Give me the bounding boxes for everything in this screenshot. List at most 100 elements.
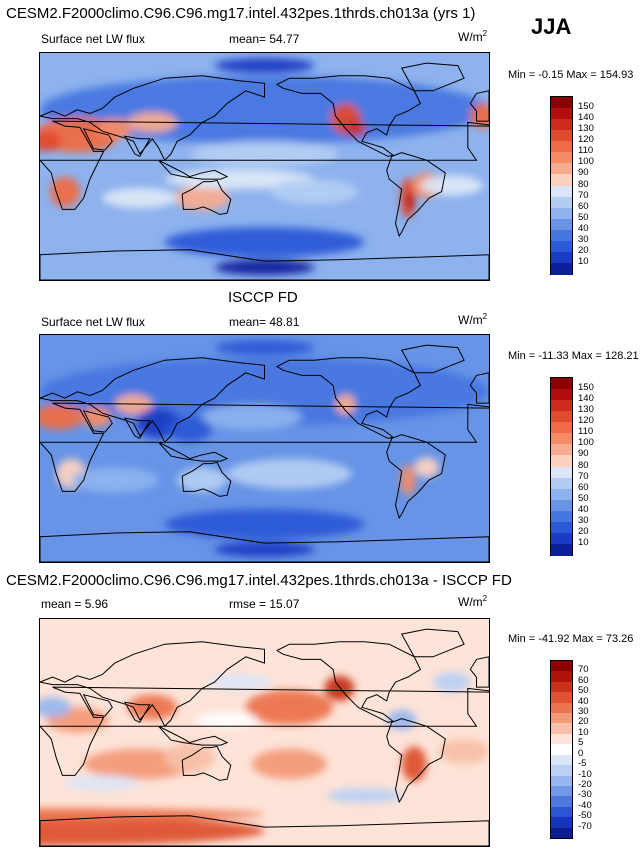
mean-value: mean= 48.81 [229, 315, 300, 329]
field-anomaly [214, 340, 315, 356]
field-anomaly [164, 742, 215, 773]
colorbar-segment [551, 130, 572, 142]
colorbar-tick-label: 110 [578, 426, 594, 438]
field-anomaly [214, 259, 315, 275]
colorbar-tick-label: 5 [578, 737, 584, 749]
colorbar-tick-label: 40 [578, 503, 589, 515]
colorbar-segment [551, 389, 572, 401]
colorbar-tick-label: 50 [578, 492, 589, 504]
colorbar-segment [551, 119, 572, 131]
rmse-value: rmse = 15.07 [229, 597, 300, 611]
colorbar-segment [551, 97, 572, 109]
field-anomaly [252, 748, 327, 780]
colorbar-tick-label: 30 [578, 514, 589, 526]
colorbar-tick-label: 50 [578, 211, 589, 223]
colorbar-tick-label: 60 [578, 481, 589, 493]
colorbar-segment [551, 692, 572, 704]
colorbar-segment [551, 218, 572, 231]
panel-title-obs: ISCCP FD [228, 289, 298, 306]
colorbar-tick-label: -50 [578, 810, 592, 822]
colorbar-tick-label: 130 [578, 404, 594, 416]
coastlines [40, 344, 489, 562]
colorbar-segment [551, 671, 572, 683]
field-anomaly [401, 746, 427, 782]
colorbar-segment [551, 543, 572, 556]
colorbar-tick-label: 90 [578, 167, 589, 179]
field-anomaly [64, 775, 140, 791]
colorbar-tick-label: -10 [578, 768, 592, 780]
colorbar-segment [551, 744, 572, 756]
colorbar-segment [551, 207, 572, 220]
colorbar-segment [551, 723, 572, 735]
coastlines [40, 62, 489, 280]
colorbar-tick-label: 60 [578, 674, 589, 686]
field-anomaly [97, 118, 133, 139]
field-anomaly [326, 787, 402, 804]
colorbar-tick-label: 40 [578, 222, 589, 234]
colorbar-tick-label: 70 [578, 664, 589, 676]
field-anomaly [164, 509, 365, 540]
mean-value: mean= 54.77 [229, 32, 300, 46]
field-anomaly [400, 464, 416, 496]
colorbar-tick-label: 140 [578, 112, 594, 124]
colorbar-tick-label: 120 [578, 415, 594, 427]
colorbar-segment [551, 163, 572, 175]
colorbar-segment [551, 796, 572, 808]
colorbar-segment [551, 262, 572, 275]
map-model [39, 52, 490, 281]
colorbar-segment [551, 477, 572, 490]
colorbar-segment [551, 785, 572, 797]
field-anomaly [406, 190, 415, 211]
colorbar-tick-label: 10 [578, 255, 589, 267]
colorbar-segment [551, 702, 572, 714]
colorbar-tick-label: 80 [578, 459, 589, 471]
colorbar-segment [551, 174, 572, 186]
colorbar-segment [551, 185, 572, 198]
colorbar-segment [551, 240, 572, 253]
colorbar-segment [551, 817, 572, 829]
colorbar-segment [551, 765, 572, 777]
colorbar-tick-label: 110 [578, 145, 594, 157]
colorbar-model [550, 96, 573, 275]
colorbar-segment [551, 411, 572, 423]
units-label: W/m2 [458, 594, 488, 609]
field-anomaly [227, 458, 352, 489]
field-anomaly [432, 671, 471, 693]
colorbar-tick-label: 70 [578, 189, 589, 201]
field-anomaly [324, 675, 355, 701]
colorbar-segment [551, 681, 572, 693]
field-anomaly [189, 141, 340, 167]
colorbar-tick-label: 140 [578, 393, 594, 405]
field-anomaly [195, 712, 259, 728]
colorbar-segment [551, 713, 572, 724]
colorbar-segment [551, 422, 572, 434]
colorbar-tick-label: 20 [578, 716, 589, 728]
colorbar-tick-label: 10 [578, 726, 589, 738]
colorbar-tick-label: 50 [578, 685, 589, 697]
colorbar-tick-label: 150 [578, 101, 594, 113]
colorbar-tick-label: 20 [578, 244, 589, 256]
colorbar-segment [551, 444, 572, 456]
colorbar-segment [551, 806, 572, 818]
field-anomaly [174, 185, 230, 211]
field-anomaly [40, 815, 265, 846]
min-max-label: Min = -11.33 Max = 128.21 [508, 350, 639, 362]
colorbar-tick-label: 70 [578, 470, 589, 482]
colorbar-segment [551, 141, 572, 153]
colorbar-segment [551, 108, 572, 120]
field-anomaly [102, 187, 178, 209]
colorbar-tick-label: 60 [578, 200, 589, 212]
field-anomaly [164, 227, 365, 258]
colorbar-segment [551, 754, 572, 766]
field-anomaly [167, 416, 213, 443]
colorbar-segment [551, 510, 572, 523]
colorbar-tick-label: 10 [578, 536, 589, 548]
field-anomaly [177, 467, 228, 493]
field-anomaly [49, 176, 80, 207]
field-anomaly [386, 709, 417, 730]
colorbar-tick-label: 80 [578, 178, 589, 190]
units-label: W/m2 [458, 29, 488, 44]
colorbar-segment [551, 400, 572, 412]
colorbar-tick-label: 100 [578, 437, 594, 449]
colorbar-segment [551, 532, 572, 545]
